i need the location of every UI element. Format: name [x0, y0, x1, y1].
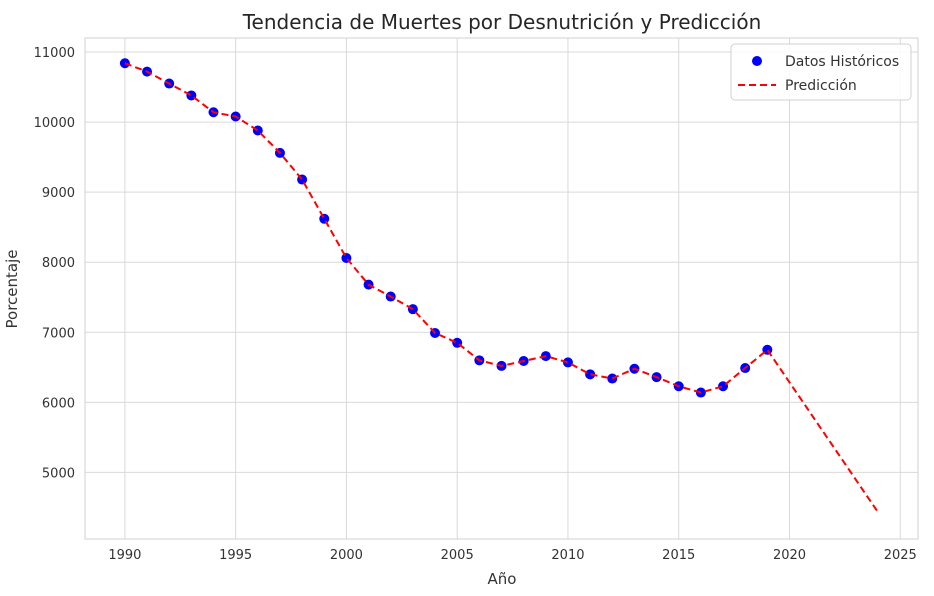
y-axis-label: Porcentaje [3, 250, 21, 329]
x-axis-label: Año [488, 570, 517, 588]
x-tick-labels: 1990 1995 2000 2005 2010 2015 2020 2025 [108, 548, 916, 563]
x-tick-label: 2010 [551, 548, 584, 563]
x-tick-label: 2015 [662, 548, 695, 563]
y-tick-label: 8000 [42, 256, 75, 271]
y-tick-label: 11000 [34, 46, 75, 61]
series-layer [119, 58, 879, 513]
data-point [562, 357, 573, 368]
legend: Datos Históricos Predicción [730, 43, 912, 101]
prediction-line [124, 62, 879, 513]
data-point [585, 369, 596, 380]
data-point [119, 58, 130, 69]
y-tick-labels: 5000 6000 7000 8000 9000 10000 11000 [34, 46, 75, 481]
plot-frame [84, 37, 919, 540]
y-tick-label: 7000 [42, 326, 75, 341]
x-tick-label: 2020 [773, 548, 806, 563]
x-tick-label: 2005 [441, 548, 474, 563]
data-point [319, 213, 330, 224]
y-tick-label: 6000 [42, 396, 75, 411]
data-point [695, 387, 706, 398]
grid [85, 38, 918, 539]
y-tick-label: 9000 [42, 186, 75, 201]
chart-title: Tendencia de Muertes por Desnutrición y … [242, 10, 762, 34]
legend-marker-historicos [752, 56, 762, 66]
x-tick-label: 2000 [330, 548, 363, 563]
x-tick-label: 1990 [108, 548, 141, 563]
x-tick-label: 1995 [219, 548, 252, 563]
y-tick-label: 5000 [42, 466, 75, 481]
x-tick-label: 2025 [884, 548, 917, 563]
y-tick-label: 10000 [34, 116, 75, 131]
legend-label-historicos: Datos Históricos [785, 54, 899, 70]
legend-label-prediccion: Predicción [785, 78, 857, 94]
